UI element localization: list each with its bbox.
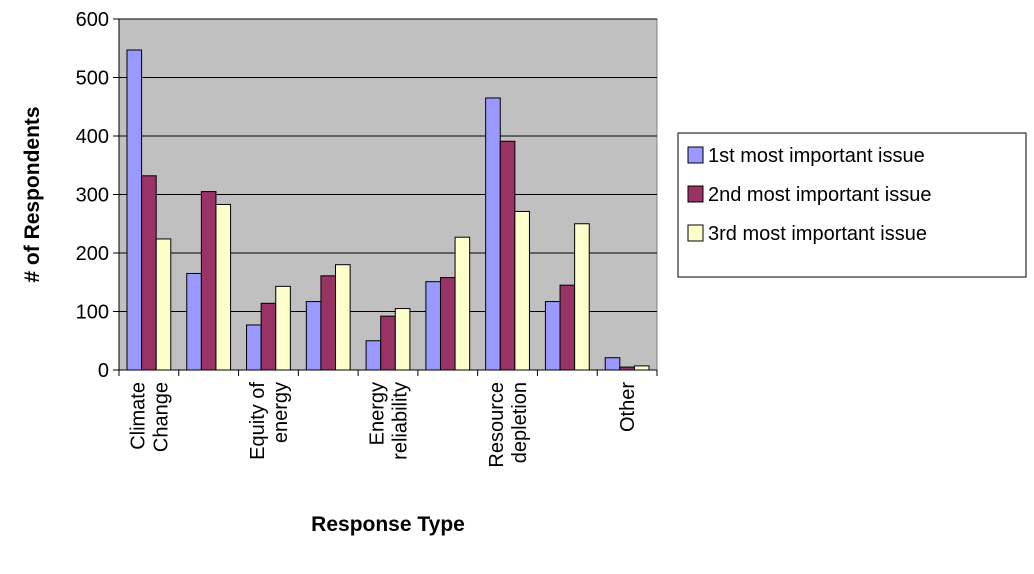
bar-series-3 [574, 223, 590, 371]
bar-series-3 [155, 238, 172, 371]
bar-series-1 [544, 301, 561, 371]
y-tick-labels: 0 100 200 300 400 500 600 [76, 9, 109, 382]
legend: 1st most important issue 2nd most importa… [677, 132, 1027, 278]
y-tick-label: 100 [76, 302, 109, 324]
x-category-label: Resource [486, 382, 508, 468]
x-category-label: energy [270, 382, 292, 443]
bar-series-3 [275, 285, 291, 371]
bar-series-1 [485, 97, 501, 371]
y-tick-label: 200 [76, 243, 109, 265]
y-tick-label: 400 [76, 126, 109, 148]
bar-series-1 [246, 324, 262, 371]
bar-series-3 [394, 308, 411, 371]
legend-frame [677, 132, 1027, 278]
x-category-label: depletion [509, 382, 531, 463]
bars [126, 49, 650, 371]
bar-series-1 [126, 49, 143, 371]
bar-series-3 [335, 264, 351, 371]
bar-series-3 [514, 210, 530, 371]
y-tick-label: 0 [98, 360, 109, 382]
y-tick-label: 300 [76, 185, 109, 207]
x-category-label: Energy [367, 382, 389, 445]
bar-series-1 [604, 357, 621, 371]
bar-series-1 [425, 281, 441, 371]
legend-swatch [687, 185, 704, 203]
x-category-label: Other [617, 382, 639, 432]
bar-series-2 [260, 302, 277, 371]
legend-label: 3rd most important issue [708, 223, 927, 245]
x-axis-title: Response Type [311, 513, 465, 536]
legend-label: 1st most important issue [708, 145, 925, 167]
y-tick-label: 500 [76, 68, 109, 90]
bar-series-3 [454, 236, 471, 371]
x-category-label: Equity of [247, 382, 269, 460]
legend-label: 2nd most important issue [708, 184, 931, 206]
bar-series-2 [320, 275, 337, 371]
bar-series-3 [215, 203, 232, 371]
x-category-label: Climate [127, 382, 149, 450]
y-axis-title: # of Respondents [21, 106, 44, 282]
bar-series-1 [186, 272, 202, 371]
legend-swatch [687, 146, 704, 164]
bar-series-2 [380, 315, 396, 371]
bar-series-2 [499, 140, 516, 371]
legend-swatch [687, 224, 704, 242]
bar-series-1 [365, 340, 382, 371]
x-category-label: Change [150, 382, 172, 452]
bar-series-1 [305, 301, 322, 371]
bar-series-2 [439, 277, 456, 371]
bar-series-2 [141, 175, 157, 371]
x-category-label: reliability [390, 382, 412, 460]
axes [113, 18, 658, 376]
x-category-labels: Climate Change Equity of energy Energy reliab… [127, 382, 639, 468]
bar-series-3 [633, 365, 650, 371]
bar-series-2 [559, 284, 576, 371]
bar-series-2 [200, 191, 217, 371]
y-tick-label: 600 [76, 9, 109, 31]
